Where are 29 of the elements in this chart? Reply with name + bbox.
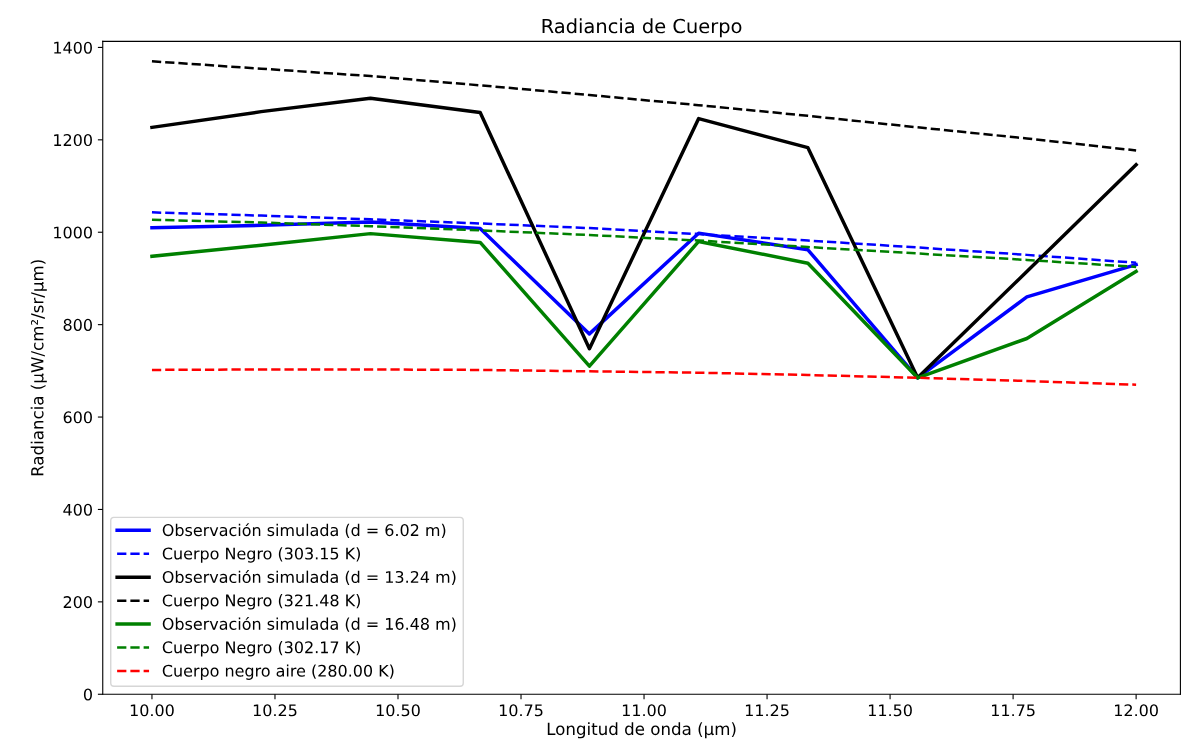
x-tick-label: 10.50 [376,704,420,717]
x-tick-label: 12.00 [1115,704,1158,717]
x-tick-label: 10.00 [130,704,174,717]
y-tick-label: 0 [83,688,92,701]
y-tick-label: 800 [63,318,92,331]
x-tick-label: 11.50 [868,704,912,717]
y-tick-label: 1200 [54,134,92,147]
y-axis-title: Radiancia (µW/cm²/sr/µm) [30,260,47,476]
y-tick-label: 600 [63,411,92,424]
x-axis-title: Longitud de onda (µm) [547,722,736,739]
x-tick-label: 11.00 [622,704,666,717]
y-tick-label: 1400 [54,41,92,54]
legend-label: Cuerpo negro aire (280.00 K) [162,664,394,680]
legend-label: Cuerpo Negro (303.15 K) [162,547,360,563]
x-tick-label: 11.25 [745,704,789,717]
x-tick-label: 11.75 [991,704,1035,717]
line-series [150,60,1138,152]
y-tick-label: 200 [63,596,92,609]
x-tick-label: 10.25 [253,704,297,717]
y-tick-label: 400 [63,503,92,516]
legend-label: Observación simulada (d = 16.48 m) [162,616,456,632]
chart-title: Radiancia de Cuerpo [542,18,742,38]
y-tick-label: 1000 [54,226,92,239]
legend-label: Cuerpo Negro (302.17 K) [162,641,360,657]
x-tick-label: 10.75 [499,704,543,717]
line-series [150,368,1138,386]
legend-label: Cuerpo Negro (321.48 K) [162,594,360,610]
legend-label: Observación simulada (d = 13.24 m) [162,570,456,585]
legend-label: Observación simulada (d = 6.02 m) [162,523,446,539]
